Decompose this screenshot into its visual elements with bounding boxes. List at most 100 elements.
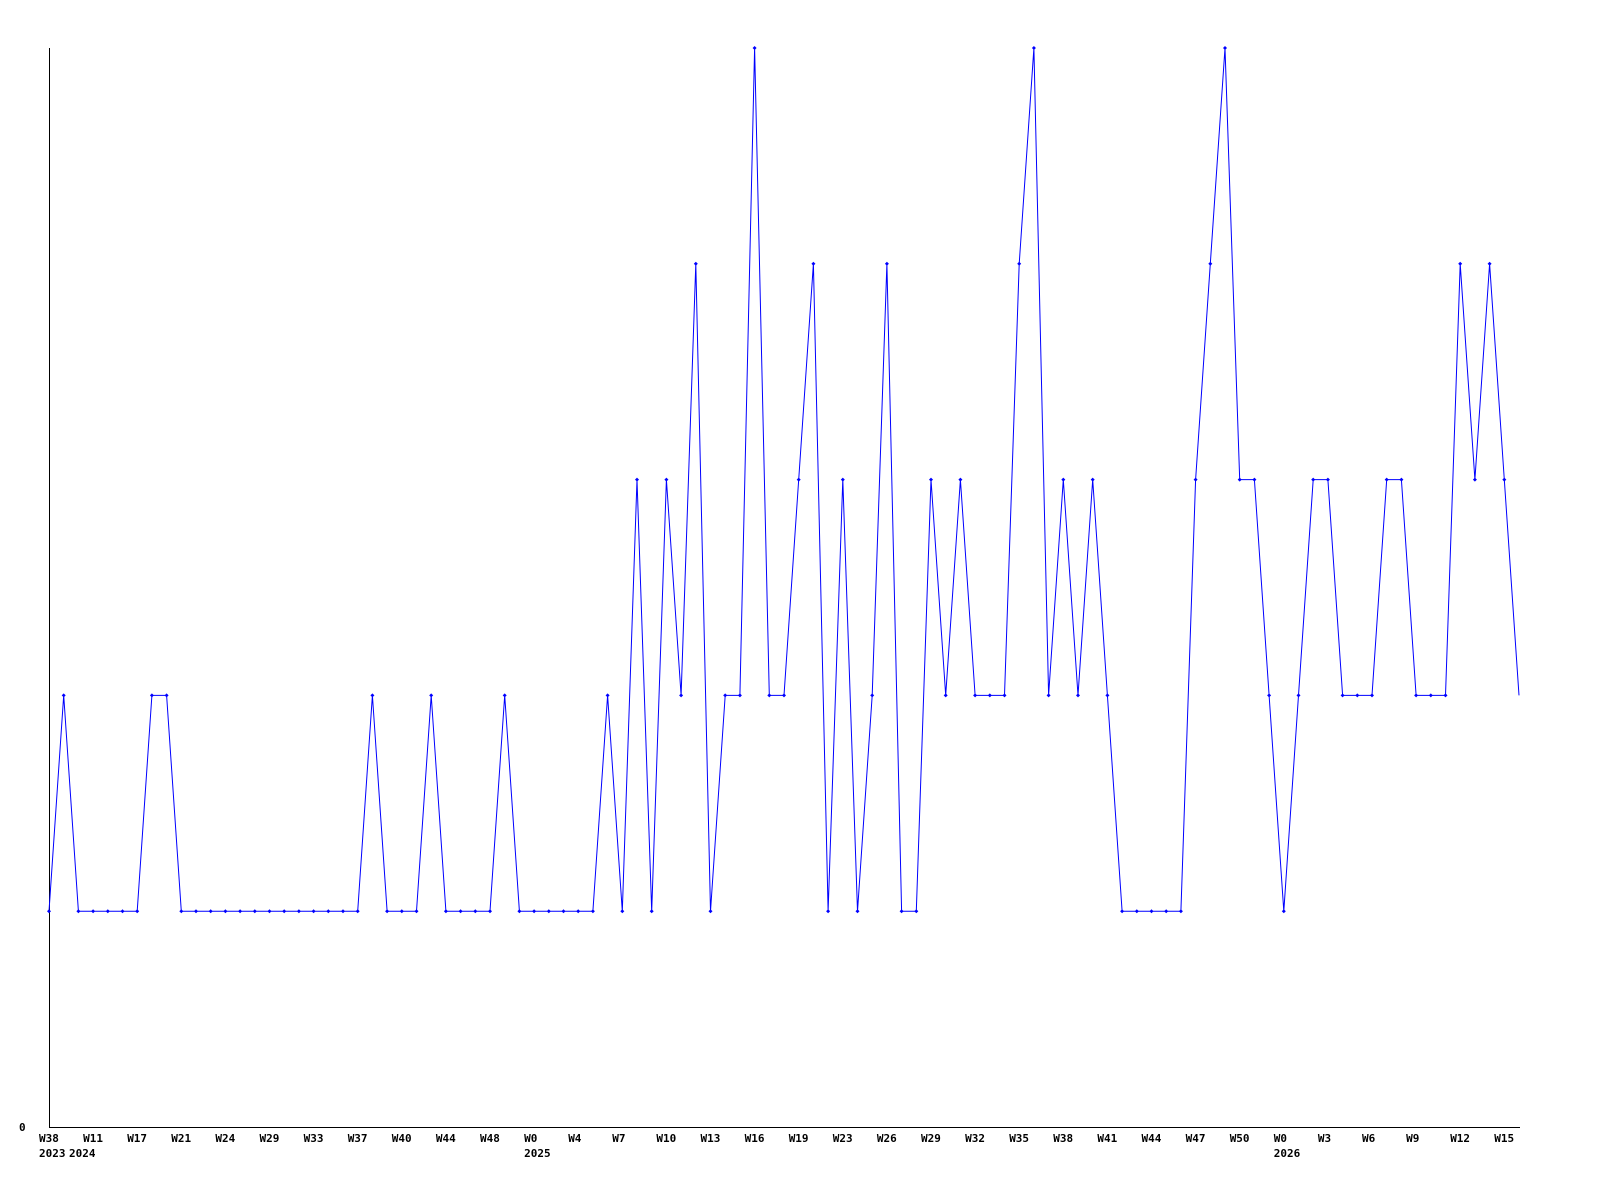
data-point — [252, 909, 257, 914]
data-point — [208, 909, 213, 914]
data-point — [1472, 477, 1477, 482]
data-point — [1178, 909, 1183, 914]
x-tick-label: W47 — [1186, 1132, 1206, 1145]
data-point — [1370, 693, 1374, 698]
x-tick-label: W11 — [83, 1132, 103, 1145]
x-tick-label: W23 — [833, 1132, 853, 1145]
x-tick-label: W40 — [392, 1132, 412, 1145]
data-point — [1193, 477, 1198, 482]
data-point — [649, 909, 654, 914]
data-point — [385, 909, 390, 914]
data-point — [164, 693, 169, 698]
data-point — [1164, 909, 1169, 914]
data-point — [708, 909, 713, 914]
data-point — [914, 909, 919, 914]
y-tick-label: 0 — [19, 1121, 26, 1134]
x-tick-label: W29 — [260, 1132, 280, 1145]
data-point — [590, 909, 595, 914]
x-tick-label: W6 — [1362, 1132, 1376, 1145]
x-tick-label: W38 — [1053, 1132, 1073, 1145]
data-point — [1399, 477, 1404, 482]
data-point — [1340, 693, 1345, 698]
data-point — [223, 909, 228, 914]
x-tick-label: W4 — [568, 1132, 582, 1145]
data-point — [605, 693, 610, 698]
data-point — [943, 693, 948, 698]
x-tick-label: W12 — [1450, 1132, 1470, 1145]
data-point — [1031, 46, 1036, 50]
x-tick-label: W44 — [436, 1132, 456, 1145]
data-point — [693, 261, 698, 266]
x-tick-label: W16 — [745, 1132, 765, 1145]
x-tick-label: W29 — [921, 1132, 941, 1145]
data-point — [238, 909, 243, 914]
data-point — [47, 909, 51, 914]
x-tick-label: W15 — [1494, 1132, 1514, 1145]
data-point — [840, 477, 845, 482]
data-point — [488, 909, 492, 914]
x-tick-label: W19 — [789, 1132, 809, 1145]
data-point — [987, 693, 992, 698]
data-point — [1134, 909, 1139, 914]
x-tick-label: W33 — [304, 1132, 324, 1145]
data-point — [120, 909, 125, 914]
data-point — [958, 477, 963, 482]
data-point — [561, 909, 566, 914]
data-point — [1237, 477, 1242, 482]
x-tick-label: W35 — [1009, 1132, 1029, 1145]
data-point — [796, 477, 801, 482]
data-point — [282, 909, 287, 914]
data-point — [1002, 693, 1007, 698]
data-point — [1017, 261, 1022, 266]
data-point — [1149, 909, 1154, 914]
x-tick-label: W9 — [1406, 1132, 1419, 1145]
data-point — [1281, 909, 1286, 914]
data-point — [296, 909, 301, 914]
x-year-label: 2025 — [524, 1147, 551, 1160]
data-point — [635, 477, 639, 482]
data-point — [723, 693, 728, 698]
data-point — [1076, 693, 1080, 698]
series-line — [48, 47, 1520, 912]
data-point — [311, 909, 316, 914]
data-point — [473, 909, 478, 914]
x-tick-label: W50 — [1230, 1132, 1250, 1145]
data-point — [179, 909, 184, 914]
data-point — [1296, 693, 1301, 698]
data-point — [664, 477, 669, 482]
data-point — [61, 693, 66, 698]
x-tick-label: W7 — [612, 1132, 625, 1145]
data-point — [502, 693, 507, 698]
data-point — [973, 693, 978, 698]
data-point — [355, 909, 360, 914]
data-point — [1120, 909, 1125, 914]
data-point — [1208, 261, 1213, 266]
x-year-label: 2024 — [69, 1147, 96, 1160]
data-point — [826, 909, 831, 914]
x-tick-label: W13 — [701, 1132, 721, 1145]
x-year-label: 2023 — [39, 1147, 66, 1160]
data-point — [414, 909, 419, 914]
x-tick-label: W44 — [1142, 1132, 1162, 1145]
data-point — [1487, 261, 1492, 266]
x-tick-label: W48 — [480, 1132, 500, 1145]
data-point — [899, 909, 904, 914]
data-point — [1458, 261, 1463, 266]
data-point — [532, 909, 537, 914]
data-point — [1325, 477, 1330, 482]
data-point — [546, 909, 551, 914]
x-tick-label: W0 — [1274, 1132, 1287, 1145]
data-point — [1502, 477, 1507, 482]
data-point — [811, 261, 816, 266]
x-tick-label: W32 — [965, 1132, 985, 1145]
data-point — [267, 909, 272, 914]
x-tick-label: W10 — [656, 1132, 676, 1145]
data-point — [105, 909, 110, 914]
data-point — [429, 693, 434, 698]
data-point — [1267, 693, 1272, 698]
data-point — [76, 909, 81, 914]
data-point — [1105, 693, 1110, 698]
data-point — [1428, 693, 1433, 698]
data-point — [1223, 46, 1227, 50]
